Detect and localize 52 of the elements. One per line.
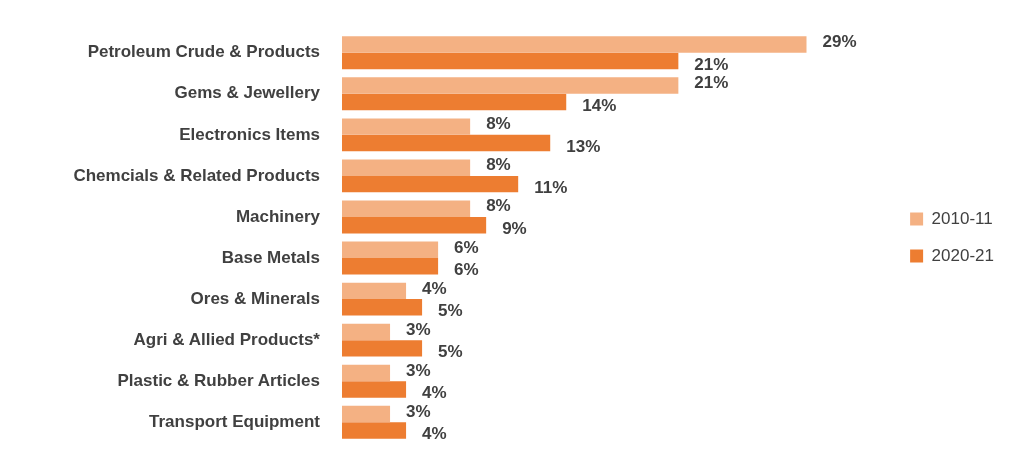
bar [342,134,551,152]
bar [342,118,471,135]
bar [342,159,471,176]
bar [342,258,439,275]
y-tick-label: Petroleum Crude & Products [87,42,320,62]
bar [342,405,391,423]
data-label: 8% [486,196,511,216]
y-tick-label: Base Metals [221,247,320,267]
data-label: 4% [422,383,447,403]
bar [342,36,807,53]
data-label: 3% [406,360,431,380]
bar [342,422,407,439]
data-label: 14% [582,95,617,115]
y-tick-label: Chemcials & Related Products [73,165,320,185]
data-label: 5% [438,342,463,362]
data-label: 8% [486,155,511,175]
data-label: 3% [406,401,431,421]
y-tick-label: Plastic & Rubber Articles [117,370,320,390]
data-label: 6% [454,237,479,257]
bar [342,216,487,234]
bar [342,77,679,94]
y-tick-label: Transport Equipment [149,411,321,431]
y-tick-label: Ores & Minerals [190,288,320,308]
data-label: 21% [694,54,729,74]
data-label: 13% [566,136,601,156]
data-label: 29% [822,32,857,52]
data-label: 6% [454,259,479,279]
bar [342,175,519,193]
y-tick-label: Machinery [235,206,321,226]
data-label: 8% [486,114,511,134]
bar [342,340,423,357]
bar [342,241,439,259]
bar [342,381,407,398]
data-label: 3% [406,319,431,339]
bar [342,364,391,382]
bar [342,52,679,70]
data-label: 5% [438,300,463,320]
data-label: 4% [422,424,447,444]
y-tick-label: Gems & Jewellery [174,83,321,103]
bar [342,200,471,217]
y-tick-label: Agri & Allied Products* [133,329,321,349]
data-label: 9% [502,218,527,238]
legend-label: 2010-11 [931,208,993,228]
data-label: 11% [534,177,568,197]
bar [342,323,391,341]
legend-label: 2020-21 [931,245,994,265]
bar [342,299,423,316]
bar [342,93,567,111]
data-label: 21% [694,73,729,93]
y-tick-label: Electronics Items [179,124,320,144]
data-label: 4% [422,278,447,298]
bar [342,282,407,300]
